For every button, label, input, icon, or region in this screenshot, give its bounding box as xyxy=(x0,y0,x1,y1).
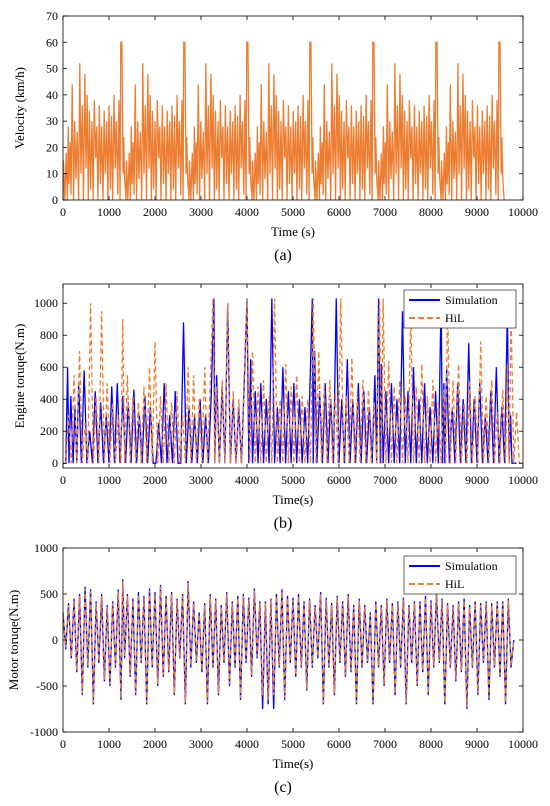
x-tick-label-a: 7000 xyxy=(373,205,397,219)
y-tick-label-c: -1000 xyxy=(30,725,58,739)
ticks-b: 0 1000 2000 3000 4000 5000 6000 7000 8000 9000 100… xyxy=(34,284,538,487)
x-tick-label-b: 2000 xyxy=(143,473,167,487)
y-tick-label-c: 0 xyxy=(52,633,58,647)
y-tick-label-a: 50 xyxy=(46,62,58,76)
x-axis-label-b: Time(s) xyxy=(273,492,314,507)
y-axis-label-c: Motor toruqe(N.m) xyxy=(6,590,21,690)
x-tick-label-a: 2000 xyxy=(143,205,167,219)
legend-b: Simulation HiL xyxy=(403,289,517,329)
chart-panel-b: 0 1000 2000 3000 4000 5000 6000 7000 8000 9000 100… xyxy=(12,283,538,532)
y-tick-label-a: 70 xyxy=(46,9,58,23)
y-tick-label-a: 10 xyxy=(46,167,58,181)
x-tick-label-c: 2000 xyxy=(143,737,167,751)
x-tick-label-b: 6000 xyxy=(327,473,351,487)
series-line-hil-b xyxy=(63,298,523,464)
x-tick-label-a: 3000 xyxy=(189,205,213,219)
x-tick-label-a: 4000 xyxy=(235,205,259,219)
x-tick-label-c: 1000 xyxy=(97,737,121,751)
ticks-a: 0 1000 2000 3000 4000 5000 6000 7000 8000 9000 100… xyxy=(46,9,538,219)
plot-lines-b xyxy=(63,298,523,464)
legend-label-hil-b: HiL xyxy=(445,311,464,325)
x-tick-label-c: 10000 xyxy=(508,737,538,751)
y-tick-label-c: -500 xyxy=(36,679,58,693)
x-tick-label-a: 0 xyxy=(60,205,66,219)
x-tick-label-a: 5000 xyxy=(281,205,305,219)
x-tick-label-c: 5000 xyxy=(281,737,305,751)
y-tick-label-a: 40 xyxy=(46,88,58,102)
x-tick-label-b: 4000 xyxy=(235,473,259,487)
x-tick-label-b: 7000 xyxy=(373,473,397,487)
x-tick-label-a: 6000 xyxy=(327,205,351,219)
legend-box-c xyxy=(403,555,517,595)
x-tick-label-a: 8000 xyxy=(419,205,443,219)
legend-label-simulation-b: Simulation xyxy=(445,293,498,307)
chart-panel-c: 0 1000 2000 3000 4000 5000 6000 7000 8000 9000 100… xyxy=(6,541,538,796)
x-tick-label-b: 1000 xyxy=(97,473,121,487)
plot-lines-a xyxy=(63,41,505,200)
y-tick-label-c: 500 xyxy=(40,587,58,601)
y-axis-label-b: Engine toruqe(N.m) xyxy=(12,324,27,429)
x-tick-label-c: 4000 xyxy=(235,737,259,751)
y-tick-label-a: 20 xyxy=(46,140,58,154)
ticks-c: 0 1000 2000 3000 4000 5000 6000 7000 8000 9000 100… xyxy=(30,541,538,751)
y-tick-label-b: 1000 xyxy=(34,296,58,310)
series-line-hil-c xyxy=(63,581,515,708)
x-tick-label-b: 9000 xyxy=(465,473,489,487)
x-tick-label-c: 3000 xyxy=(189,737,213,751)
chart-panel-a: 0 1000 2000 3000 4000 5000 6000 7000 8000 9000 100… xyxy=(12,9,538,264)
panel-label-c: (c) xyxy=(274,779,292,796)
y-tick-label-a: 30 xyxy=(46,114,58,128)
y-tick-label-a: 60 xyxy=(46,35,58,49)
legend-box-b xyxy=(403,289,517,329)
x-tick-label-c: 0 xyxy=(60,737,66,751)
y-axis-label-a: Velocity (km/h) xyxy=(12,67,27,149)
y-tick-label-b: 0 xyxy=(52,456,58,470)
x-tick-label-c: 8000 xyxy=(419,737,443,751)
y-tick-label-a: 0 xyxy=(52,193,58,207)
x-tick-label-a: 9000 xyxy=(465,205,489,219)
panel-label-b: (b) xyxy=(274,515,293,532)
y-tick-label-b: 200 xyxy=(40,424,58,438)
legend-label-hil-c: HiL xyxy=(445,577,464,591)
x-axis-label-c: Time(s) xyxy=(273,756,314,771)
plot-lines-c xyxy=(63,579,515,710)
x-tick-label-b: 8000 xyxy=(419,473,443,487)
y-tick-label-b: 600 xyxy=(40,360,58,374)
x-tick-label-b: 0 xyxy=(60,473,66,487)
y-tick-label-b: 400 xyxy=(40,392,58,406)
y-tick-label-c: 1000 xyxy=(34,541,58,555)
y-tick-label-b: 800 xyxy=(40,328,58,342)
series-line-velocity-a xyxy=(63,41,505,200)
x-tick-label-b: 10000 xyxy=(508,473,538,487)
legend-label-simulation-c: Simulation xyxy=(445,559,498,573)
x-tick-label-c: 7000 xyxy=(373,737,397,751)
panel-label-a: (a) xyxy=(274,247,292,264)
x-tick-label-c: 6000 xyxy=(327,737,351,751)
legend-c: Simulation HiL xyxy=(403,555,517,595)
x-tick-label-a: 10000 xyxy=(508,205,538,219)
x-tick-label-a: 1000 xyxy=(97,205,121,219)
x-tick-label-b: 3000 xyxy=(189,473,213,487)
x-axis-label-a: Time (s) xyxy=(271,224,315,239)
x-tick-label-c: 9000 xyxy=(465,737,489,751)
x-tick-label-b: 5000 xyxy=(281,473,305,487)
